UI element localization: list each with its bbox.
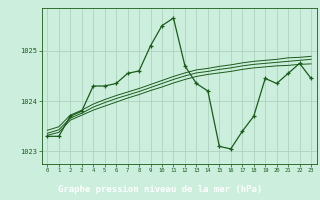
Text: Graphe pression niveau de la mer (hPa): Graphe pression niveau de la mer (hPa) bbox=[58, 185, 262, 194]
